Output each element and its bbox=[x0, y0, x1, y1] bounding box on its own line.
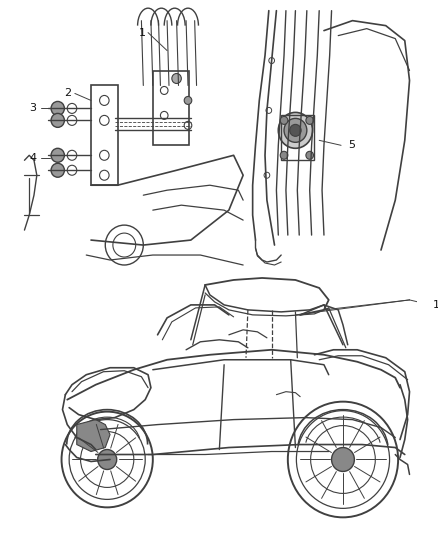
Bar bbox=[91, 85, 118, 185]
Circle shape bbox=[51, 148, 64, 162]
Text: 1: 1 bbox=[138, 28, 145, 38]
Circle shape bbox=[51, 114, 64, 127]
Circle shape bbox=[332, 448, 354, 472]
Circle shape bbox=[51, 163, 64, 177]
Circle shape bbox=[51, 101, 64, 116]
Circle shape bbox=[290, 124, 301, 136]
Circle shape bbox=[172, 74, 181, 84]
Text: 4: 4 bbox=[29, 154, 36, 163]
Polygon shape bbox=[77, 419, 110, 451]
Circle shape bbox=[278, 112, 313, 148]
Circle shape bbox=[306, 116, 314, 124]
Circle shape bbox=[280, 151, 288, 159]
Text: 5: 5 bbox=[348, 140, 355, 150]
Text: 3: 3 bbox=[29, 103, 36, 114]
Text: 1: 1 bbox=[433, 300, 438, 310]
Text: 2: 2 bbox=[64, 88, 71, 99]
Circle shape bbox=[98, 449, 117, 470]
Circle shape bbox=[284, 118, 307, 142]
Circle shape bbox=[306, 151, 314, 159]
Circle shape bbox=[184, 96, 192, 104]
Bar bbox=[153, 70, 189, 146]
Circle shape bbox=[280, 116, 288, 124]
Bar bbox=[281, 116, 314, 160]
